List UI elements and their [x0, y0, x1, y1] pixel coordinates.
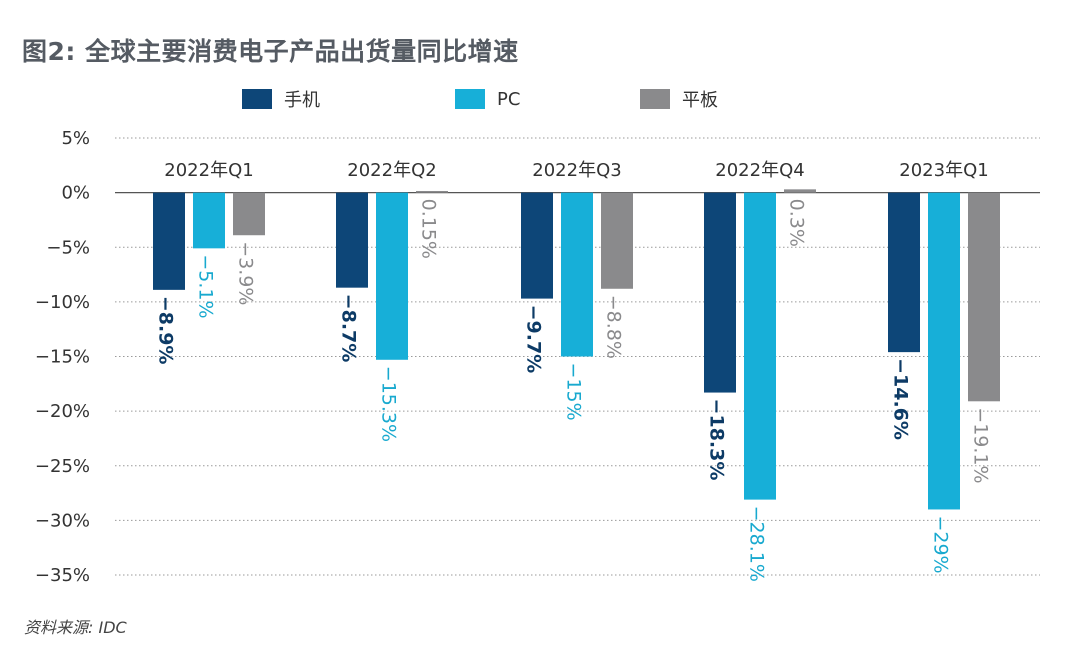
bar-pc	[561, 192, 593, 357]
y-tick-label: −30%	[35, 510, 90, 531]
bar-tablet	[233, 192, 265, 236]
chart-title: 图2: 全球主要消费电子产品出货量同比增速	[22, 37, 519, 66]
bar-pc	[744, 192, 776, 500]
data-label: 0.3%	[786, 199, 808, 247]
bar-phone	[336, 192, 368, 288]
legend-label-tablet: 平板	[682, 90, 718, 111]
data-label: −14.6%	[890, 358, 912, 440]
y-tick-label: −35%	[35, 565, 90, 586]
legend-label-pc: PC	[497, 88, 521, 110]
legend-item-pc: PC	[455, 86, 520, 112]
data-label: −28.1%	[746, 506, 768, 582]
y-tick-label: −5%	[46, 237, 90, 258]
legend-swatch-pc	[455, 89, 485, 109]
legend-item-tablet: 平板	[640, 86, 718, 112]
data-label: −5.1%	[195, 254, 217, 318]
category-label: 2022年Q2	[347, 160, 436, 181]
data-label: −8.7%	[338, 294, 360, 363]
data-label: −3.9%	[235, 241, 257, 305]
bar-pc	[193, 192, 225, 249]
bar-phone	[153, 192, 185, 290]
bar-phone	[704, 192, 736, 393]
category-label: 2023年Q1	[899, 160, 988, 181]
y-tick-label: 5%	[61, 128, 90, 149]
data-label: 0.15%	[418, 199, 440, 259]
data-label: −18.3%	[706, 399, 728, 481]
legend-swatch-tablet	[640, 89, 670, 109]
data-label: −8.8%	[603, 295, 625, 359]
legend: 手机 PC 平板	[0, 86, 1072, 116]
bar-pc	[376, 192, 408, 360]
y-tick-label: 0%	[61, 183, 90, 204]
legend-label-phone: 手机	[284, 90, 320, 111]
bar-tablet	[601, 192, 633, 289]
data-label: −29%	[930, 515, 952, 573]
category-label: 2022年Q4	[715, 160, 804, 181]
y-tick-label: −20%	[35, 401, 90, 422]
bar-pc	[928, 192, 960, 510]
y-tick-label: −10%	[35, 292, 90, 313]
legend-item-phone: 手机	[242, 86, 320, 112]
bar-phone	[521, 192, 553, 299]
bar-tablet	[416, 190, 448, 193]
bar-tablet	[784, 189, 816, 193]
data-label: −19.1%	[970, 407, 992, 483]
category-label: 2022年Q1	[164, 160, 253, 181]
y-tick-label: −15%	[35, 347, 90, 368]
bar-tablet	[968, 192, 1000, 402]
category-label: 2022年Q3	[532, 160, 621, 181]
source-note: 资料来源: IDC	[24, 618, 127, 637]
y-tick-label: −25%	[35, 456, 90, 477]
data-label: −8.9%	[155, 296, 177, 365]
data-label: −15.3%	[378, 366, 400, 442]
data-label: −15%	[563, 363, 585, 421]
data-label: −9.7%	[523, 305, 545, 374]
legend-swatch-phone	[242, 89, 272, 109]
bar-phone	[888, 192, 920, 353]
